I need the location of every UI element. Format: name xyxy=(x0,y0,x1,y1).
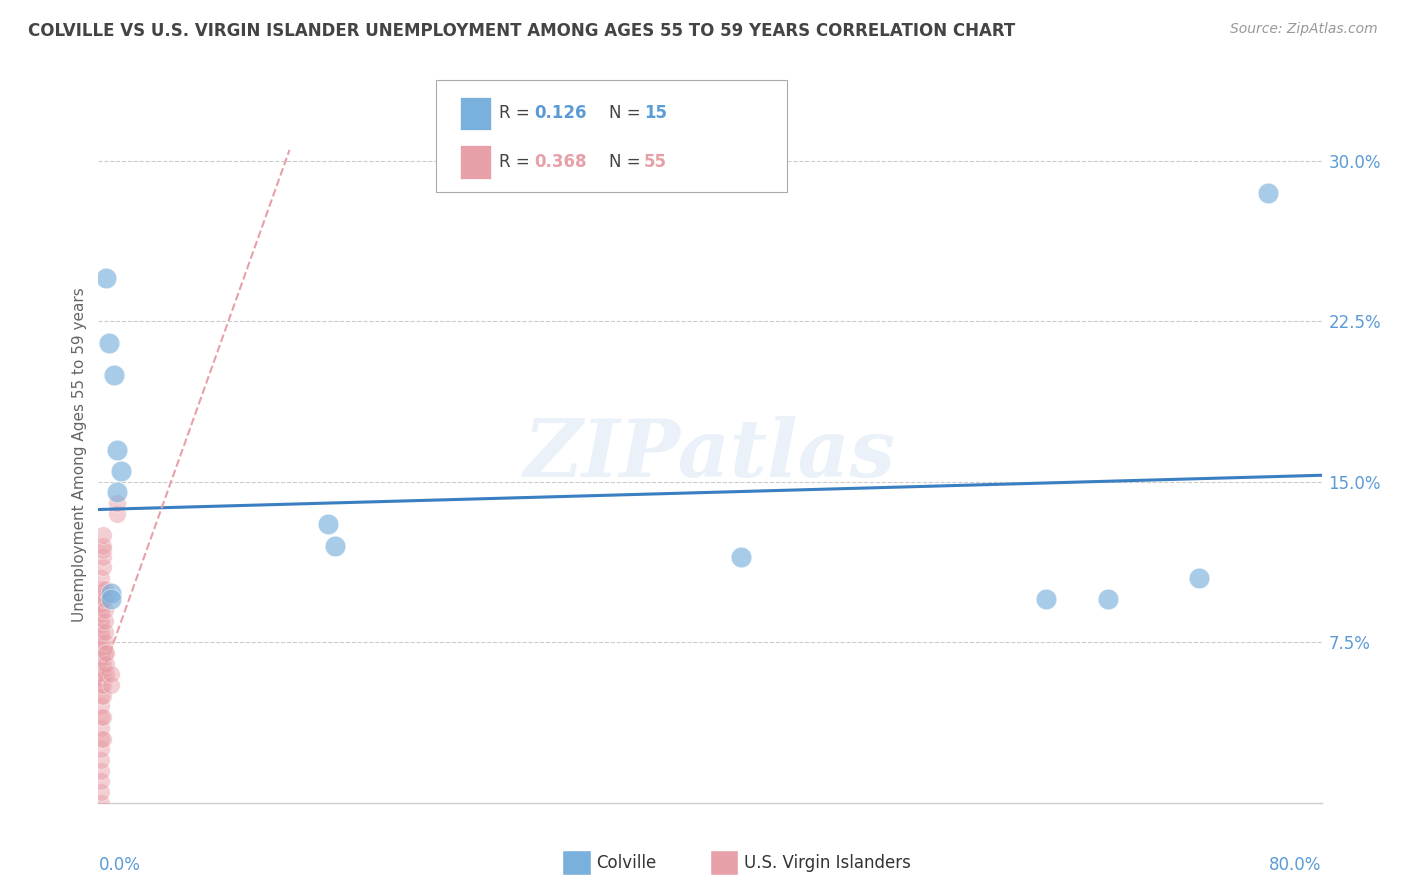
Point xyxy=(105,442,128,457)
Point xyxy=(90,607,112,622)
Point xyxy=(90,785,112,799)
Y-axis label: Unemployment Among Ages 55 to 59 years: Unemployment Among Ages 55 to 59 years xyxy=(72,287,87,623)
Text: 0.0%: 0.0% xyxy=(98,856,141,874)
Point xyxy=(90,796,112,810)
Text: ZIPatlas: ZIPatlas xyxy=(524,417,896,493)
Point xyxy=(100,667,122,681)
Point xyxy=(91,689,114,703)
Point xyxy=(105,485,128,500)
Text: 80.0%: 80.0% xyxy=(1270,856,1322,874)
Point xyxy=(91,549,114,564)
Point xyxy=(91,710,114,724)
Point xyxy=(94,271,117,285)
Point xyxy=(100,592,122,607)
Point xyxy=(90,721,112,735)
Point xyxy=(90,764,112,778)
Point xyxy=(94,646,117,660)
Point xyxy=(93,614,115,628)
Point xyxy=(90,742,112,756)
Point xyxy=(90,624,112,639)
Point xyxy=(90,753,112,767)
Point xyxy=(1035,592,1057,607)
Point xyxy=(90,657,112,671)
Text: U.S. Virgin Islanders: U.S. Virgin Islanders xyxy=(744,854,911,871)
Point xyxy=(91,678,114,692)
Point xyxy=(93,582,115,596)
Point xyxy=(90,571,112,585)
Text: COLVILLE VS U.S. VIRGIN ISLANDER UNEMPLOYMENT AMONG AGES 55 TO 59 YEARS CORRELAT: COLVILLE VS U.S. VIRGIN ISLANDER UNEMPLO… xyxy=(28,22,1015,40)
Text: Source: ZipAtlas.com: Source: ZipAtlas.com xyxy=(1230,22,1378,37)
Point xyxy=(90,663,112,677)
Text: 0.368: 0.368 xyxy=(534,153,586,170)
Point xyxy=(93,646,115,660)
Text: 15: 15 xyxy=(644,104,666,122)
Point xyxy=(90,710,112,724)
Text: 55: 55 xyxy=(644,153,666,170)
Point xyxy=(325,539,347,553)
Text: R =: R = xyxy=(499,104,536,122)
Text: Colville: Colville xyxy=(596,854,657,871)
Point xyxy=(100,678,122,692)
Point xyxy=(90,774,112,789)
Point xyxy=(93,603,115,617)
Point xyxy=(1097,592,1119,607)
Point xyxy=(90,646,112,660)
Point xyxy=(316,517,339,532)
Point xyxy=(105,507,128,521)
Point xyxy=(90,678,112,692)
Point xyxy=(730,549,752,564)
Point xyxy=(1257,186,1279,200)
Point xyxy=(91,731,114,746)
Text: N =: N = xyxy=(609,153,645,170)
Point xyxy=(90,614,112,628)
Point xyxy=(90,641,112,656)
Point xyxy=(90,582,112,596)
Point xyxy=(100,586,122,600)
Point xyxy=(90,699,112,714)
Point xyxy=(91,539,114,553)
Point xyxy=(105,496,128,510)
Point xyxy=(90,689,112,703)
Point xyxy=(1188,571,1211,585)
Text: N =: N = xyxy=(609,104,645,122)
Point xyxy=(90,629,112,643)
Point xyxy=(91,667,114,681)
Text: R =: R = xyxy=(499,153,536,170)
Point xyxy=(90,650,112,665)
Point xyxy=(91,560,114,574)
Point xyxy=(90,731,112,746)
Point xyxy=(91,528,114,542)
Point xyxy=(94,657,117,671)
Point xyxy=(90,597,112,611)
Point xyxy=(93,592,115,607)
Point xyxy=(90,672,112,686)
Point xyxy=(90,603,112,617)
Point xyxy=(94,667,117,681)
Point xyxy=(90,586,112,600)
Point xyxy=(90,618,112,632)
Point xyxy=(90,592,112,607)
Point xyxy=(98,335,121,350)
Point xyxy=(91,657,114,671)
Point xyxy=(110,464,132,478)
Point xyxy=(91,543,114,558)
Point xyxy=(93,624,115,639)
Text: 0.126: 0.126 xyxy=(534,104,586,122)
Point xyxy=(90,635,112,649)
Point xyxy=(93,635,115,649)
Point xyxy=(103,368,125,382)
